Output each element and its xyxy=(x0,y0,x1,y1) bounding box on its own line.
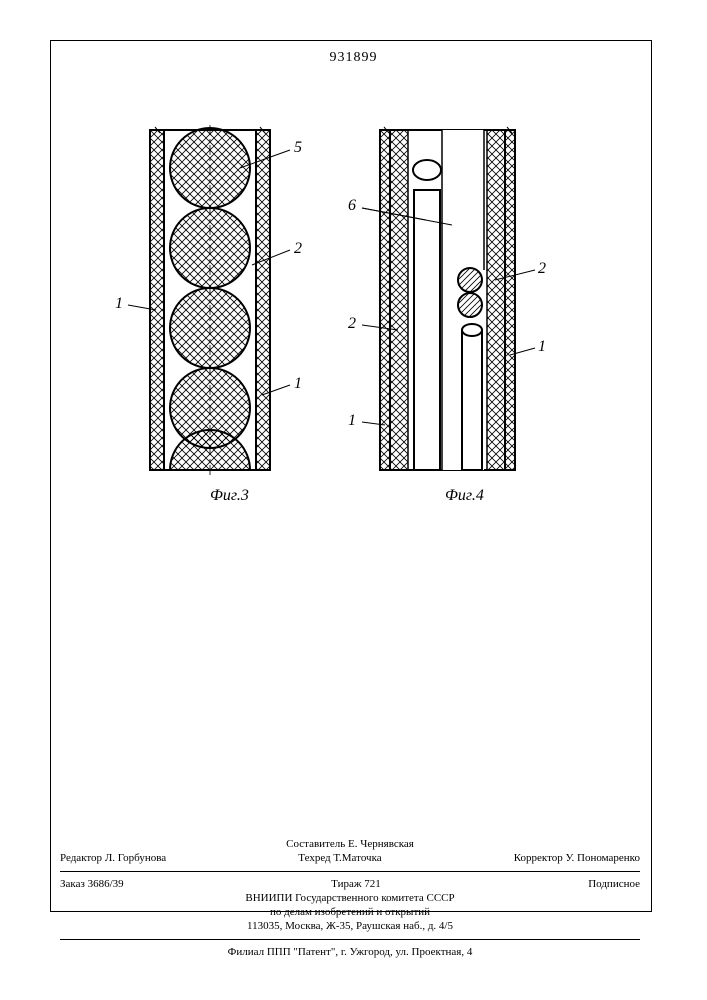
label-1: 1 xyxy=(115,295,123,312)
address: 113035, Москва, Ж-35, Раушская наб., д. … xyxy=(60,920,640,934)
label-6: 6 xyxy=(348,197,356,214)
tirazh-label: Тираж xyxy=(331,878,361,890)
figures-svg: 5 2 1 1 Фиг.3 xyxy=(100,120,600,540)
org1: ВНИИПИ Государственного комитета СССР xyxy=(60,892,640,906)
editor-name: Л. Горбунова xyxy=(105,852,166,864)
subscription: Подписное xyxy=(588,878,640,892)
org2: по делам изобретений и открытий xyxy=(60,906,640,920)
order-num: 3686/39 xyxy=(88,878,124,890)
label-2: 2 xyxy=(294,240,302,257)
figures-area: 5 2 1 1 Фиг.3 xyxy=(100,120,600,540)
label-1l: 1 xyxy=(348,412,356,429)
label-1r: 1 xyxy=(538,338,546,355)
compiler-label: Составитель xyxy=(286,838,345,850)
corrector-name: У. Пономаренко xyxy=(566,852,640,864)
techred-name: Т.Маточка xyxy=(333,852,381,864)
document-number: 931899 xyxy=(0,50,707,66)
compiler-name: Е. Чернявская xyxy=(348,838,414,850)
editor-label: Редактор xyxy=(60,852,102,864)
printer: Филиал ППП "Патент", г. Ужгород, ул. Про… xyxy=(60,946,640,960)
tirazh-num: 721 xyxy=(364,878,381,890)
label-2r: 2 xyxy=(538,260,546,277)
fig3: 5 2 1 1 xyxy=(115,125,302,475)
label-1b: 1 xyxy=(294,375,302,392)
corrector-label: Корректор xyxy=(514,852,563,864)
order-label: Заказ xyxy=(60,878,85,890)
techred-label: Техред xyxy=(298,852,330,864)
colophon: Составитель Е. Чернявская Редактор Л. Го… xyxy=(60,838,640,960)
fig4: 6 2 1 2 1 xyxy=(348,127,546,470)
fig4-caption: Фиг.4 xyxy=(445,487,484,504)
label-5: 5 xyxy=(294,139,302,156)
label-2l: 2 xyxy=(348,315,356,332)
fig3-caption: Фиг.3 xyxy=(210,487,249,504)
